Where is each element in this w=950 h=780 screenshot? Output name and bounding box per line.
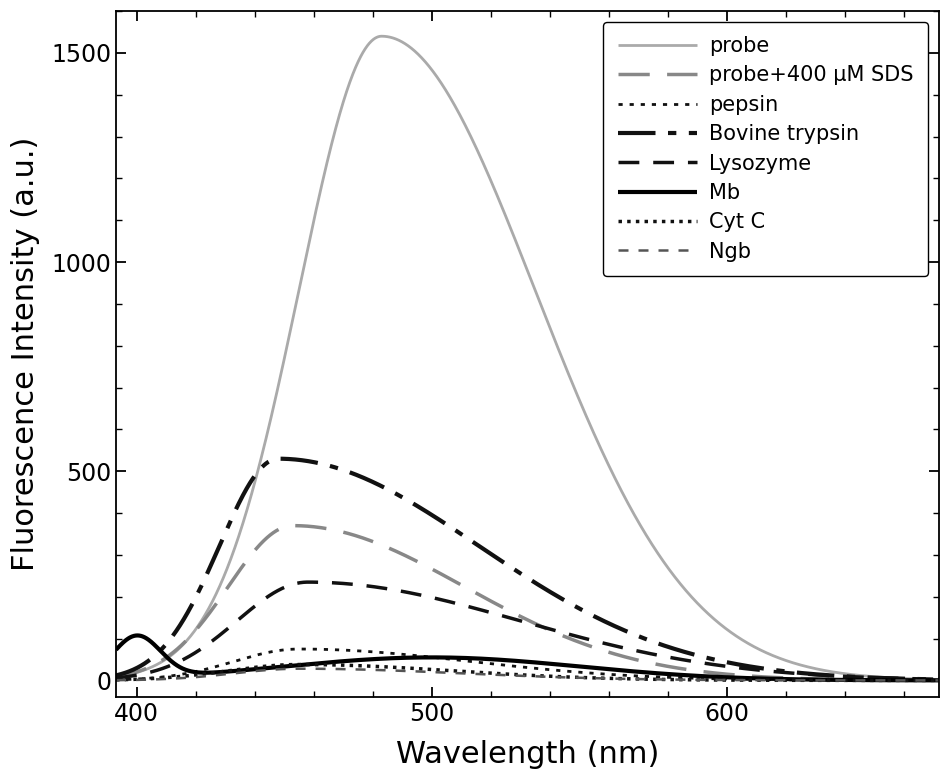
Legend: probe, probe+400 μM SDS, pepsin, Bovine trypsin, Lysozyme, Mb, Cyt C, Ngb: probe, probe+400 μM SDS, pepsin, Bovine … <box>603 22 928 276</box>
X-axis label: Wavelength (nm): Wavelength (nm) <box>396 740 659 769</box>
Y-axis label: Fluorescence Intensity (a.u.): Fluorescence Intensity (a.u.) <box>11 137 40 571</box>
